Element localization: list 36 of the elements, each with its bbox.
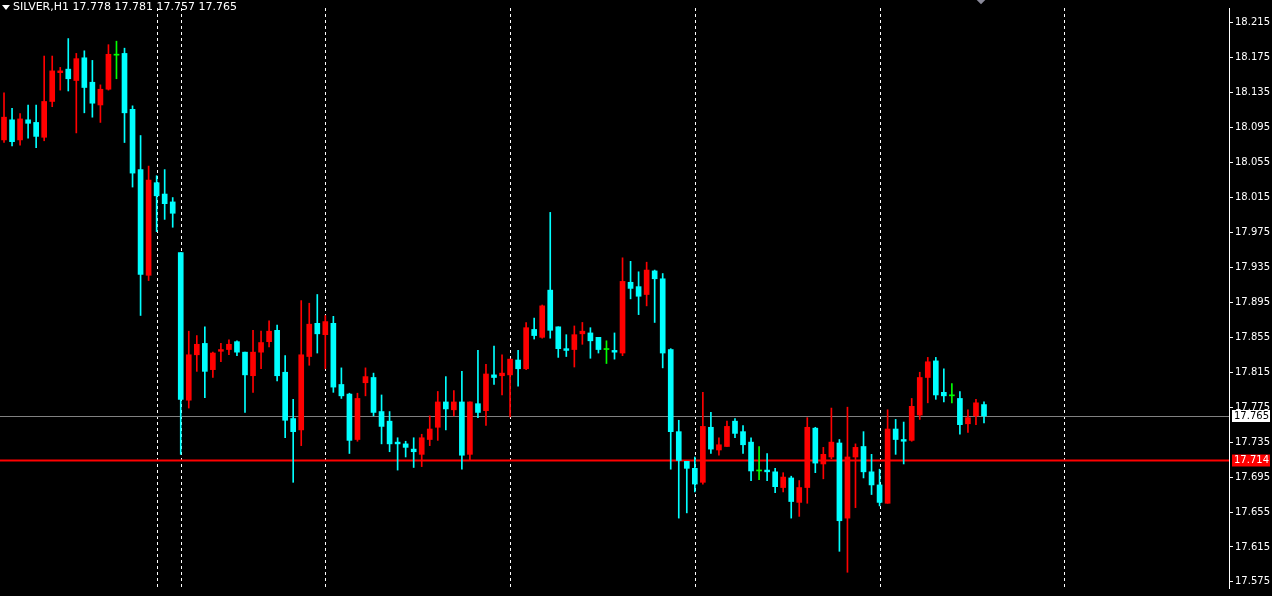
candlestick: [491, 345, 497, 385]
y-tick-label: 18.215: [1235, 16, 1270, 28]
candlestick: [499, 354, 505, 396]
y-tick-label: 17.615: [1235, 540, 1270, 552]
y-tick-label: 17.815: [1235, 365, 1270, 377]
y-tick-label: 17.775: [1235, 400, 1270, 412]
candlestick: [161, 169, 168, 220]
y-tick-label: 17.855: [1235, 330, 1270, 342]
candlestick: [290, 399, 297, 483]
candlestick: [410, 437, 417, 468]
candlestick: [442, 376, 449, 431]
y-tick-label: 17.735: [1235, 435, 1270, 447]
y-tick-label: 18.135: [1235, 86, 1270, 98]
chart-title: SILVER,H1 17.778 17.781 17.757 17.765: [13, 0, 237, 13]
y-tick-label: 17.655: [1235, 505, 1270, 517]
y-tick-label: 18.055: [1235, 156, 1270, 168]
candlestick: [941, 368, 947, 403]
candlestick: [314, 294, 321, 354]
candlestick: [25, 104, 31, 139]
candlestick: [475, 350, 481, 418]
y-tick-label: 17.935: [1235, 261, 1270, 273]
y-tick-label: 17.695: [1235, 470, 1270, 482]
y-tick-label: 18.095: [1235, 121, 1270, 133]
y-tick-label: 17.575: [1235, 575, 1270, 587]
candlestick: [563, 334, 570, 357]
candlestick: [683, 461, 690, 514]
ref-line-label: 17.714: [1234, 454, 1269, 466]
candlestick: [515, 350, 521, 387]
ref-line-label: 17.765: [1234, 409, 1269, 421]
candlestick: [900, 421, 907, 465]
y-tick-label: 17.975: [1235, 226, 1270, 238]
candlestick: [218, 343, 224, 363]
y-tick-label: 18.015: [1235, 191, 1270, 203]
y-tick-label: 18.175: [1235, 51, 1270, 63]
candlestick: [65, 38, 72, 92]
y-tick-label: 17.895: [1235, 295, 1270, 307]
